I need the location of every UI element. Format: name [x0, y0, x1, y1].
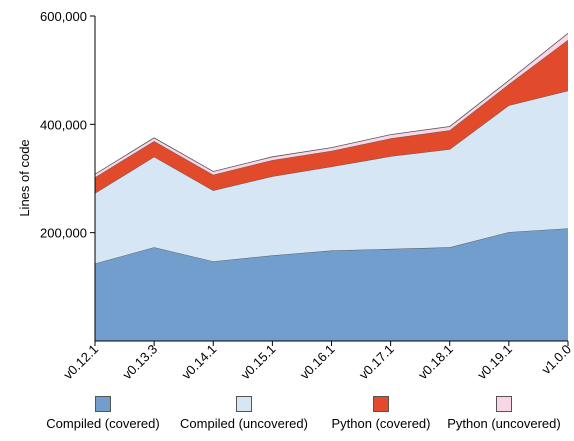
legend-swatch — [236, 396, 252, 412]
area-python-covered — [95, 39, 568, 194]
legend-item: Compiled (uncovered) — [174, 396, 314, 431]
x-axis-ticks: v0.12.1 v0.13.3 v0.14.1 v0.15.1 v0.16.1 v0.17… — [60, 341, 574, 382]
area-edge-3 — [94, 33, 569, 175]
x-tick-label: v0.14.1 — [179, 342, 220, 383]
legend-item: Python (uncovered) — [434, 396, 574, 431]
legend-swatch — [496, 396, 512, 412]
legend: Compiled (covered) Compiled (uncovered) Py… — [0, 396, 574, 436]
legend-item: Compiled (covered) — [33, 396, 173, 431]
x-tick-label: v0.13.3 — [119, 342, 160, 383]
y-tick-label: 600,000 — [40, 9, 87, 24]
x-tick-label: v0.16.1 — [297, 342, 338, 383]
legend-label: Compiled (uncovered) — [180, 416, 308, 431]
area-python-uncovered — [95, 33, 568, 178]
x-tick-label: v0.15.1 — [238, 342, 279, 383]
legend-label: Python (uncovered) — [447, 416, 561, 431]
legend-label: Python (covered) — [331, 416, 431, 431]
legend-swatch — [373, 396, 389, 412]
x-tick-label: v0.17.1 — [356, 342, 397, 383]
x-tick-label: v0.19.1 — [474, 342, 515, 383]
x-tick-label: v0.12.1 — [60, 342, 101, 383]
y-axis-ticks: 200,000 400,000 600,000 — [40, 9, 95, 241]
area-series-group — [94, 33, 569, 341]
area-compiled-covered — [95, 228, 568, 341]
legend-item: Python (covered) — [311, 396, 451, 431]
legend-label: Compiled (covered) — [46, 416, 160, 431]
legend-swatch — [95, 396, 111, 412]
y-axis-label: Lines of code — [17, 139, 32, 216]
x-tick-label: v0.18.1 — [415, 342, 456, 383]
x-tick-label: v1.0.0 — [538, 342, 574, 378]
area-compiled-uncovered — [95, 90, 568, 264]
y-tick-label: 200,000 — [40, 226, 87, 241]
y-tick-label: 400,000 — [40, 117, 87, 132]
